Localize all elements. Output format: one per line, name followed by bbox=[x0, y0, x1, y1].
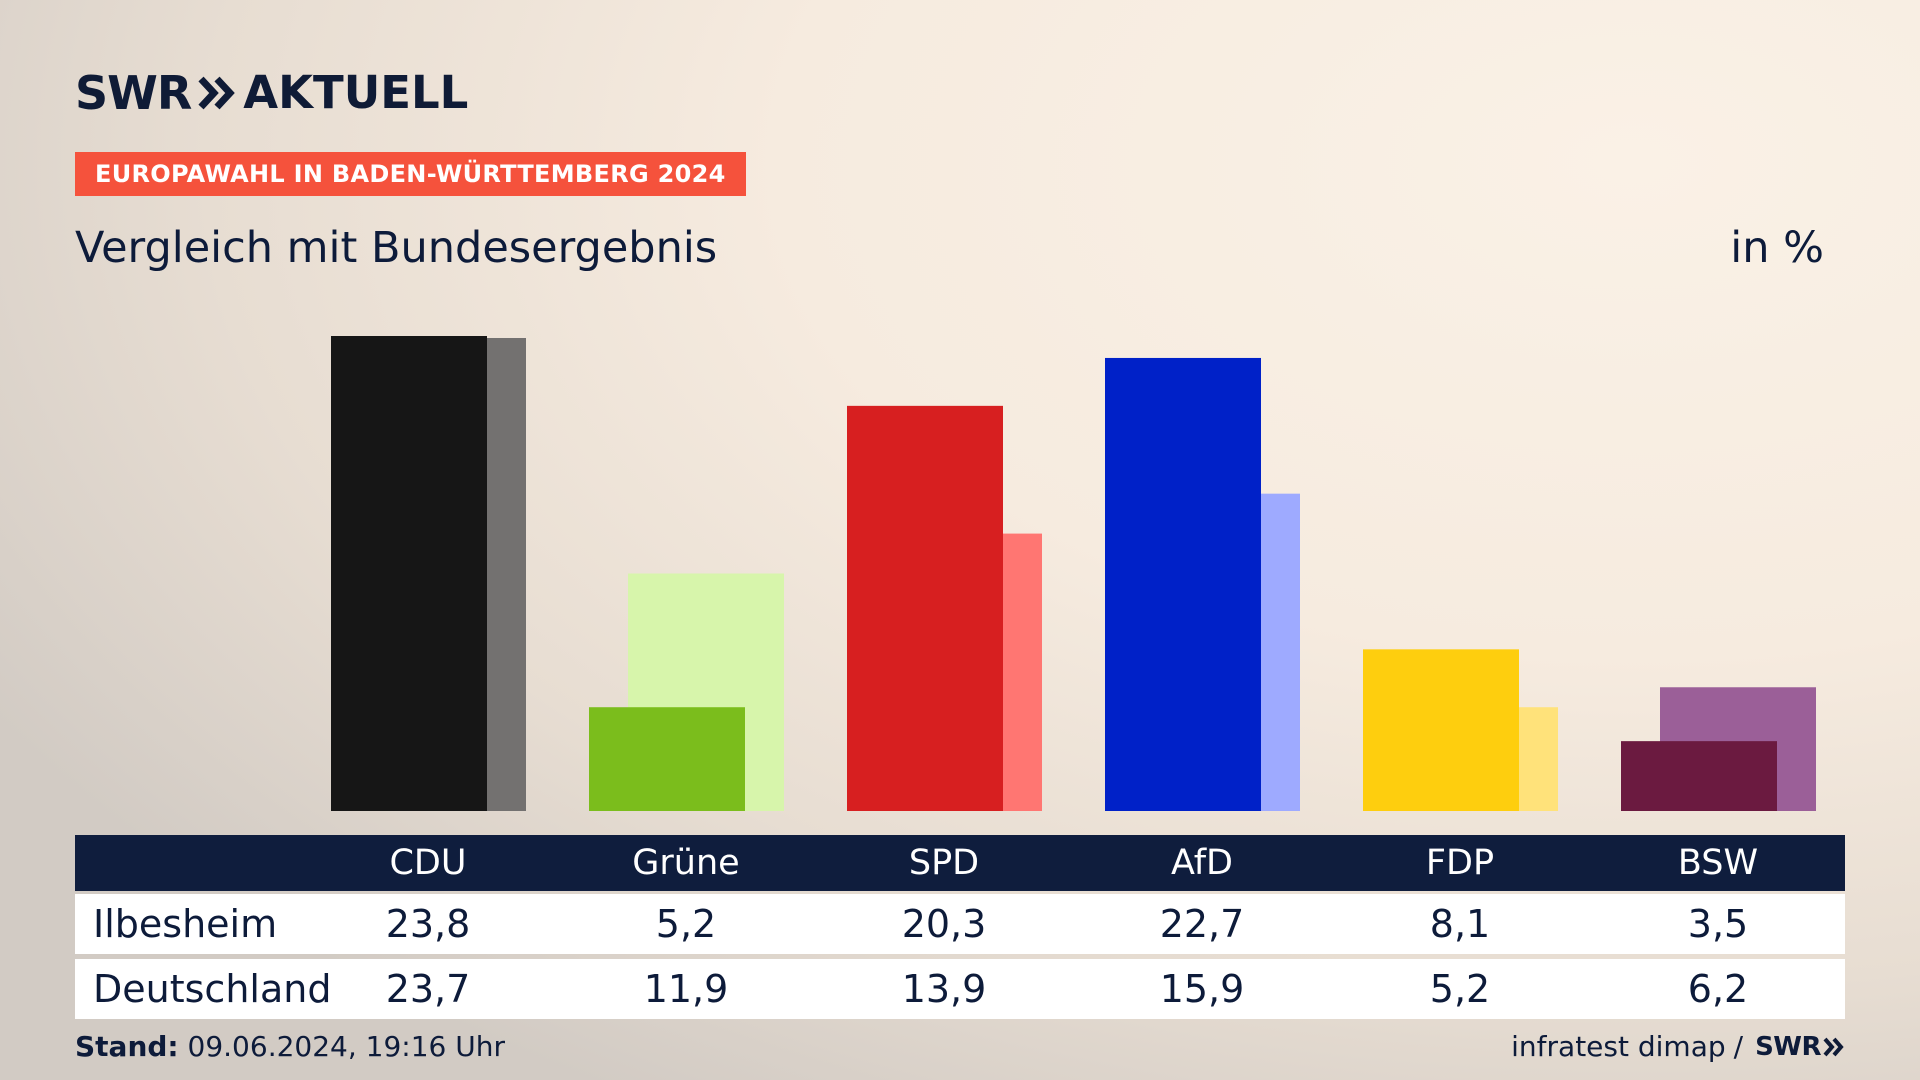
swr-aktuell-logo: SWR AKTUELL bbox=[75, 66, 469, 120]
table-row-deutschland: Deutschland 23,7 11,9 13,9 15,9 5,2 6,2 bbox=[75, 959, 1845, 1019]
table-cell-cdu: 23,7 bbox=[385, 967, 471, 1011]
table-cell-cdu: 23,8 bbox=[385, 902, 471, 946]
table-cell-afd: 22,7 bbox=[1159, 902, 1245, 946]
column-header-cdu: CDU bbox=[389, 843, 467, 883]
table-cell-bsw: 6,2 bbox=[1687, 967, 1749, 1011]
table-cell-fdp: 8,1 bbox=[1429, 902, 1491, 946]
unit-label: in % bbox=[1730, 223, 1824, 273]
table-cell-spd: 13,9 bbox=[901, 967, 987, 1011]
table-cell-fdp: 5,2 bbox=[1429, 967, 1491, 1011]
results-table: CDU Grüne SPD AfD FDP BSW Ilbesheim 23,8 5,2 20… bbox=[75, 835, 1845, 1019]
timestamp: Stand: 09.06.2024, 19:16 Uhr bbox=[75, 1030, 505, 1064]
column-header-afd: AfD bbox=[1171, 843, 1233, 883]
bar-ilbesheim-bsw bbox=[1621, 741, 1777, 811]
bar-deutschland-fdp bbox=[1402, 707, 1558, 811]
bar-ilbesheim-spd bbox=[847, 405, 1003, 811]
chart-subtitle: Vergleich mit Bundesergebnis bbox=[75, 223, 718, 273]
source-text: infratest dimap bbox=[1511, 1030, 1726, 1063]
column-header-bsw: BSW bbox=[1677, 843, 1759, 883]
table-cell-bsw: 3,5 bbox=[1687, 902, 1749, 946]
table-cell-spd: 20,3 bbox=[901, 902, 987, 946]
bar-deutschland-grüne bbox=[628, 573, 784, 811]
bar-deutschland-spd bbox=[886, 533, 1042, 811]
footer-swr-text: SWR bbox=[1755, 1032, 1821, 1062]
source-separator: / bbox=[1733, 1030, 1744, 1063]
table-cell-grüne: 5,2 bbox=[655, 902, 717, 946]
double-chevron-right-icon bbox=[198, 76, 236, 110]
double-chevron-right-icon bbox=[1823, 1037, 1844, 1057]
table-row-ilbesheim: Ilbesheim 23,8 5,2 20,3 22,7 8,1 3,5 bbox=[75, 894, 1845, 954]
row-label: Deutschland bbox=[93, 967, 332, 1011]
source-credit: infratest dimap / SWR bbox=[1511, 1030, 1845, 1064]
table-header: CDU Grüne SPD AfD FDP BSW bbox=[75, 835, 1845, 891]
bar-deutschland-afd bbox=[1144, 493, 1300, 811]
table-cell-afd: 15,9 bbox=[1159, 967, 1245, 1011]
stand-label: Stand: bbox=[75, 1030, 179, 1063]
bar-ilbesheim-grüne bbox=[589, 707, 745, 811]
logo-aktuell-text: AKTUELL bbox=[243, 66, 469, 119]
bar-ilbesheim-afd bbox=[1105, 357, 1261, 811]
table-cell-grüne: 11,9 bbox=[643, 967, 729, 1011]
column-header-spd: SPD bbox=[908, 843, 980, 883]
row-label: Ilbesheim bbox=[93, 902, 278, 946]
bar-ilbesheim-cdu bbox=[331, 336, 487, 811]
column-header-fdp: FDP bbox=[1425, 843, 1495, 883]
logo-swr-text: SWR bbox=[75, 66, 192, 120]
bar-deutschland-bsw bbox=[1660, 687, 1816, 811]
bar-ilbesheim-fdp bbox=[1363, 649, 1519, 811]
column-header-grüne: Grüne bbox=[632, 843, 740, 883]
election-tag: EUROPAWAHL IN BADEN-WÜRTTEMBERG 2024 bbox=[75, 152, 746, 196]
bar-deutschland-cdu bbox=[370, 337, 526, 811]
stand-value: 09.06.2024, 19:16 Uhr bbox=[187, 1030, 505, 1063]
